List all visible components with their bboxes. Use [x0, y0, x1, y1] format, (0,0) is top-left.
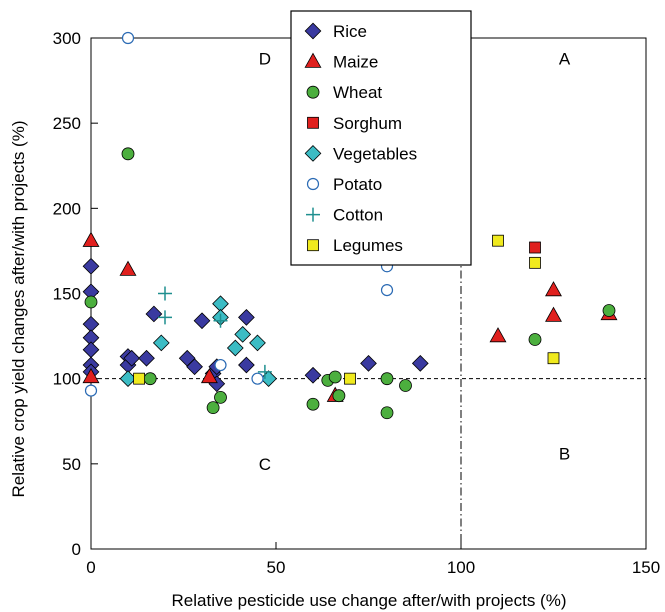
- quadrant-label-b: B: [559, 445, 570, 464]
- maize-point: [545, 281, 562, 297]
- cotton-point: [257, 364, 272, 379]
- rice-point: [145, 305, 163, 323]
- rice-point: [123, 349, 141, 367]
- wheat-point: [380, 406, 394, 420]
- maize-point: [119, 260, 137, 276]
- legend-label-potato: Potato: [333, 175, 382, 194]
- rice-point: [238, 308, 255, 326]
- legend-marker-wheat: [306, 85, 320, 99]
- maize-point: [82, 231, 100, 247]
- potato-point: [84, 384, 98, 397]
- rice-point: [411, 354, 429, 372]
- rice-point: [82, 257, 100, 275]
- y-axis-label: Relative crop yield changes after/with p…: [9, 121, 28, 498]
- legend-marker-sorghum: [307, 116, 319, 129]
- y-tick-label: 250: [53, 114, 81, 133]
- x-tick-label: 0: [86, 558, 95, 577]
- legumes-point: [492, 234, 504, 247]
- rice-point: [238, 356, 255, 374]
- legend-label-rice: Rice: [333, 22, 367, 41]
- cotton-point: [158, 286, 172, 301]
- x-axis-label: Relative pesticide use change after/with…: [172, 591, 567, 610]
- wheat-point: [528, 333, 542, 346]
- wheat-point: [121, 147, 135, 161]
- rice-point: [186, 358, 203, 376]
- legend-marker-legumes: [307, 239, 319, 252]
- x-tick-label: 150: [632, 558, 660, 577]
- maize-point: [545, 306, 562, 322]
- y-tick-label: 200: [53, 199, 81, 218]
- data-points: [82, 31, 618, 420]
- legend-box: [290, 10, 472, 266]
- legend-label-sorghum: Sorghum: [333, 114, 402, 133]
- rice-point: [360, 354, 377, 372]
- x-tick-label: 50: [267, 558, 286, 577]
- legend-label-maize: Maize: [333, 53, 378, 72]
- y-tick-label: 0: [72, 540, 81, 559]
- rice-point: [193, 312, 211, 330]
- axes: 0 50 100 150 0 50 100 150 200 250 300: [53, 29, 661, 577]
- quadrant-labels: D A C B: [259, 49, 571, 473]
- y-tick-label: 150: [53, 285, 81, 304]
- vegetables-point: [226, 339, 244, 357]
- legend-marker-cotton: [306, 207, 320, 222]
- y-tick-label: 50: [62, 455, 81, 474]
- quadrant-label-c: C: [259, 455, 271, 474]
- maize-point: [489, 327, 507, 343]
- potato-point: [380, 283, 394, 297]
- legumes-point: [547, 352, 560, 365]
- vegetables-point: [234, 326, 252, 343]
- potato-point: [214, 358, 227, 372]
- y-tick-label: 300: [53, 29, 81, 48]
- legend-label-wheat: Wheat: [333, 83, 382, 102]
- legumes-point: [529, 256, 541, 269]
- wheat-point: [143, 372, 157, 386]
- y-tick-label: 100: [53, 370, 81, 389]
- vegetables-point: [119, 370, 137, 388]
- legend-marker-rice: [304, 22, 322, 40]
- maize-point: [200, 367, 218, 384]
- potato-point: [121, 31, 135, 45]
- legend-marker-maize: [304, 52, 322, 68]
- legend-marker-vegetables: [304, 145, 322, 162]
- wheat-point: [306, 397, 320, 411]
- legumes-point: [133, 372, 146, 385]
- rice-point: [82, 341, 100, 359]
- quadrant-label-d: D: [259, 49, 271, 68]
- legend-label-cotton: Cotton: [333, 206, 383, 225]
- maize-point: [82, 367, 100, 384]
- wheat-point: [214, 391, 227, 404]
- legend-label-legumes: Legumes: [333, 236, 403, 255]
- wheat-point: [399, 379, 412, 392]
- rice-point: [138, 349, 155, 367]
- wheat-point: [328, 370, 342, 384]
- potato-point: [251, 372, 264, 385]
- legumes-point: [344, 372, 356, 385]
- quadrant-label-a: A: [559, 49, 571, 68]
- wheat-point: [380, 372, 394, 386]
- sorghum-point: [529, 241, 541, 254]
- x-tick-label: 100: [447, 558, 475, 577]
- rice-point: [304, 366, 322, 384]
- wheat-point: [206, 401, 220, 415]
- legend-label-vegetables: Vegetables: [333, 144, 417, 163]
- wheat-point: [602, 304, 616, 317]
- cotton-point: [213, 313, 228, 328]
- vegetables-point: [260, 370, 277, 388]
- legend: Rice Maize Wheat Sorghum Vegetables Potato Cot…: [290, 10, 472, 266]
- legend-marker-potato: [306, 177, 320, 191]
- wheat-point: [332, 389, 346, 403]
- cotton-point: [158, 310, 172, 325]
- vegetables-point: [249, 334, 266, 352]
- wheat-point: [84, 295, 98, 309]
- vegetables-point: [152, 334, 170, 352]
